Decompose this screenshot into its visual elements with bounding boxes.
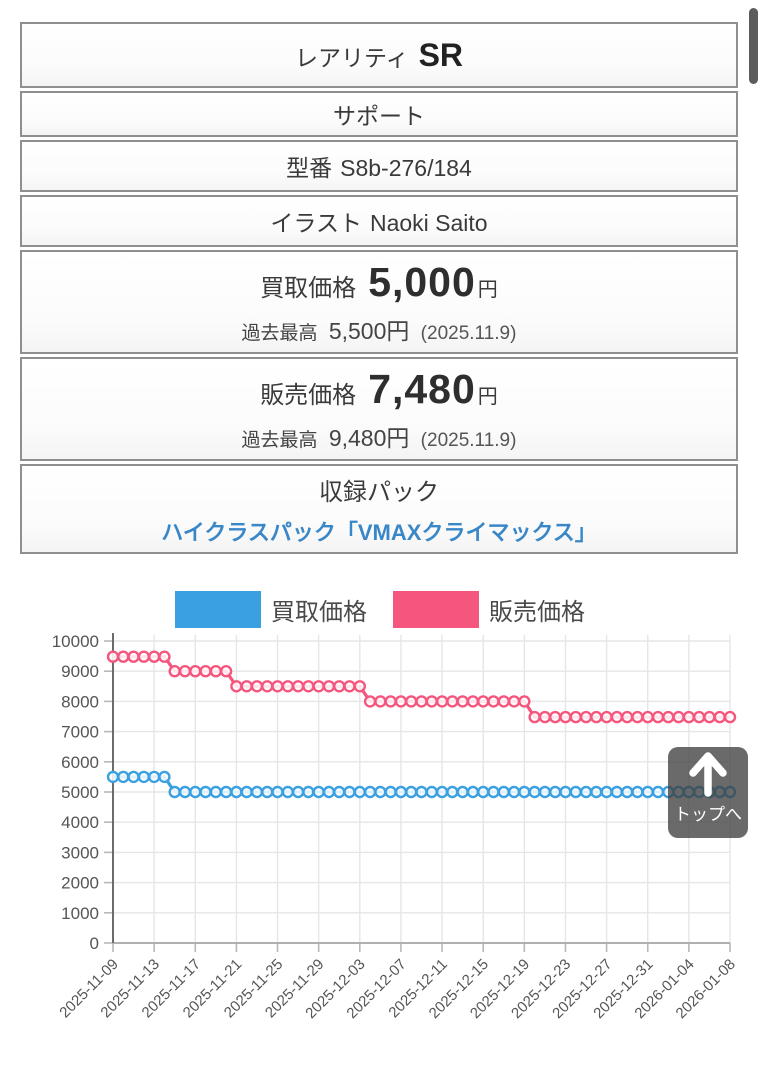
row-card-type: サポート [20, 91, 738, 137]
svg-text:4000: 4000 [61, 813, 99, 832]
sell-legend-swatch [393, 590, 479, 628]
legend-item-sell[interactable]: 販売価格 [393, 590, 585, 628]
illustrator-value: Naoki Saito [369, 210, 488, 236]
sell-price-unit: 円 [477, 385, 498, 408]
buy-price-unit: 円 [477, 278, 498, 301]
buy-past-date: (2025.11.9) [420, 322, 517, 344]
price-history-chart: 0 1000 2000 3000 4000 5000 6000 7000 8000 9000 100… [52, 632, 739, 1022]
sell-past-amount: 9,480円 [328, 424, 410, 451]
model-value: S8b-276/184 [340, 155, 472, 181]
row-illustrator: イラスト Naoki Saito [20, 195, 738, 247]
back-to-top-label: トップへ [674, 805, 742, 824]
svg-text:1000: 1000 [61, 904, 99, 923]
rarity-label: レアリティ [294, 44, 409, 71]
scrollbar-thumb[interactable] [749, 8, 758, 84]
row-model: 型番 S8b-276/184 [20, 140, 738, 192]
svg-text:9000: 9000 [61, 662, 99, 681]
buy-past-amount: 5,500円 [328, 317, 410, 344]
buy-legend-swatch [175, 590, 261, 628]
arrow-up-icon [689, 752, 727, 797]
rarity-value: SR [418, 36, 464, 73]
back-to-top-button[interactable]: トップへ [668, 747, 748, 838]
sell-price-label: 販売価格 [260, 381, 357, 409]
svg-text:10000: 10000 [52, 632, 99, 651]
svg-text:7000: 7000 [61, 723, 99, 742]
svg-text:2000: 2000 [61, 874, 99, 893]
model-label: 型番 [286, 155, 333, 181]
buy-past-label: 過去最高 [241, 322, 318, 344]
svg-text:0: 0 [90, 934, 99, 953]
sell-past-date: (2025.11.9) [420, 429, 517, 451]
buy-price-label: 買取価格 [260, 274, 357, 302]
legend-item-buy[interactable]: 買取価格 [175, 590, 367, 628]
pack-label: 収録パック [319, 478, 439, 506]
svg-text:3000: 3000 [61, 843, 99, 862]
buy-price-value: 5,000 [368, 258, 476, 305]
card-type-value: サポート [333, 103, 425, 129]
sell-legend-label: 販売価格 [489, 598, 585, 626]
row-rarity: レアリティ SR [20, 22, 738, 88]
row-buy-price: 買取価格 5,000 円 過去最高 5,500円 (2025.11.9) [20, 250, 738, 354]
price-chart-section: 買取価格 販売価格 0 1000 2000 3000 4000 5000 6000 7000 8… [0, 585, 760, 1080]
row-sell-price: 販売価格 7,480 円 過去最高 9,480円 (2025.11.9) [20, 357, 738, 461]
card-info-table: レアリティ SR サポート 型番 S8b-276/184 イラスト Naoki … [20, 22, 738, 554]
svg-text:8000: 8000 [61, 692, 99, 711]
pack-link[interactable]: ハイクラスパック「VMAXクライマックス」 [161, 519, 597, 545]
chart-legend: 買取価格 販売価格 [0, 589, 760, 629]
svg-text:6000: 6000 [61, 753, 99, 772]
illustrator-label: イラスト [270, 210, 362, 236]
svg-text:5000: 5000 [61, 783, 99, 802]
sell-price-value: 7,480 [368, 365, 476, 412]
row-pack: 収録パック ハイクラスパック「VMAXクライマックス」 [20, 464, 738, 554]
buy-legend-label: 買取価格 [271, 598, 367, 626]
sell-past-high: 過去最高 9,480円 (2025.11.9) [242, 419, 517, 453]
sell-past-label: 過去最高 [241, 429, 318, 451]
buy-past-high: 過去最高 5,500円 (2025.11.9) [242, 312, 517, 346]
